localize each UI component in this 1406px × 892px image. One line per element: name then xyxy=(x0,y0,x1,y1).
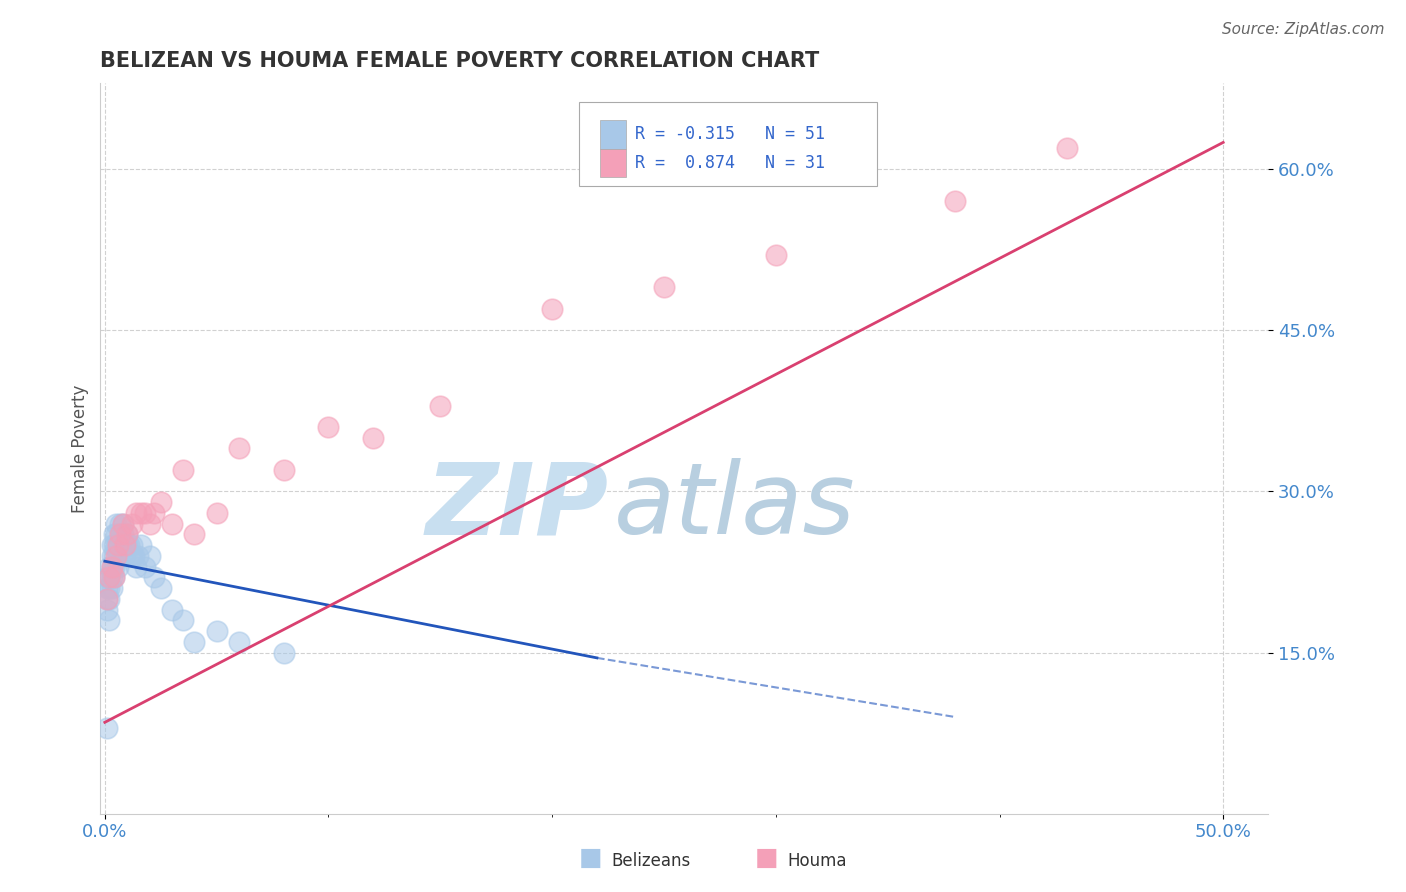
Point xyxy=(122,549,145,563)
Point xyxy=(107,549,129,563)
Point xyxy=(129,538,152,552)
Point xyxy=(361,431,384,445)
Point xyxy=(129,506,152,520)
Text: ZIP: ZIP xyxy=(425,458,609,556)
Text: Houma: Houma xyxy=(787,852,846,870)
Point xyxy=(121,538,143,552)
Point xyxy=(98,581,121,595)
Point xyxy=(652,280,675,294)
Text: ■: ■ xyxy=(755,846,778,870)
Point xyxy=(100,559,122,574)
Point xyxy=(110,527,132,541)
Point xyxy=(100,559,122,574)
Point xyxy=(114,538,136,552)
Point xyxy=(118,538,141,552)
Point xyxy=(96,591,118,606)
Point xyxy=(138,516,160,531)
Point xyxy=(111,516,134,531)
Point xyxy=(228,442,250,456)
Point xyxy=(103,549,125,563)
Point xyxy=(273,463,295,477)
Point xyxy=(103,570,125,584)
Point xyxy=(228,634,250,648)
Point xyxy=(98,570,121,584)
Point xyxy=(172,463,194,477)
FancyBboxPatch shape xyxy=(600,149,626,177)
Point xyxy=(100,538,122,552)
FancyBboxPatch shape xyxy=(579,102,877,186)
Point xyxy=(205,624,228,638)
Point xyxy=(134,559,156,574)
Point xyxy=(143,570,166,584)
Point xyxy=(100,549,122,563)
Point xyxy=(98,613,121,627)
FancyBboxPatch shape xyxy=(600,120,626,149)
Point xyxy=(127,549,149,563)
Point xyxy=(96,581,118,595)
Point xyxy=(943,194,966,209)
Text: Belizeans: Belizeans xyxy=(612,852,690,870)
Point xyxy=(160,516,183,531)
Point xyxy=(107,538,129,552)
Point xyxy=(541,301,564,316)
Point xyxy=(125,559,148,574)
Point xyxy=(98,570,121,584)
Text: R =  0.874   N = 31: R = 0.874 N = 31 xyxy=(636,154,825,172)
Point xyxy=(110,527,132,541)
Point xyxy=(111,516,134,531)
Point xyxy=(172,613,194,627)
Point xyxy=(115,527,138,541)
Point xyxy=(103,538,125,552)
Point xyxy=(121,549,143,563)
Point xyxy=(100,581,122,595)
Point xyxy=(107,538,129,552)
Point xyxy=(100,570,122,584)
Point xyxy=(429,399,451,413)
Point xyxy=(183,634,205,648)
Point xyxy=(160,602,183,616)
Point xyxy=(103,570,125,584)
Point xyxy=(318,420,340,434)
Point xyxy=(134,506,156,520)
Text: atlas: atlas xyxy=(614,458,856,556)
Text: Source: ZipAtlas.com: Source: ZipAtlas.com xyxy=(1222,22,1385,37)
Text: ■: ■ xyxy=(579,846,602,870)
Point xyxy=(103,527,125,541)
Point xyxy=(98,591,121,606)
Point xyxy=(111,527,134,541)
Y-axis label: Female Poverty: Female Poverty xyxy=(72,384,89,513)
Point xyxy=(183,527,205,541)
Point xyxy=(115,527,138,541)
Point xyxy=(114,549,136,563)
Point xyxy=(110,516,132,531)
Point xyxy=(149,581,172,595)
Point xyxy=(1056,141,1078,155)
Point xyxy=(205,506,228,520)
Point xyxy=(105,549,128,563)
Point xyxy=(149,495,172,509)
Point xyxy=(96,602,118,616)
Point xyxy=(143,506,166,520)
Point xyxy=(96,591,118,606)
Point xyxy=(125,506,148,520)
Point xyxy=(138,549,160,563)
Point xyxy=(105,538,128,552)
Point xyxy=(765,248,787,262)
Point xyxy=(115,538,138,552)
Point xyxy=(105,516,128,531)
Point xyxy=(105,527,128,541)
Point xyxy=(98,559,121,574)
Point xyxy=(121,516,143,531)
Point xyxy=(96,721,118,735)
Point xyxy=(273,646,295,660)
Point xyxy=(96,570,118,584)
Point xyxy=(103,559,125,574)
Point xyxy=(114,538,136,552)
Point xyxy=(107,559,129,574)
Text: R = -0.315   N = 51: R = -0.315 N = 51 xyxy=(636,126,825,144)
Text: BELIZEAN VS HOUMA FEMALE POVERTY CORRELATION CHART: BELIZEAN VS HOUMA FEMALE POVERTY CORRELA… xyxy=(100,51,820,70)
